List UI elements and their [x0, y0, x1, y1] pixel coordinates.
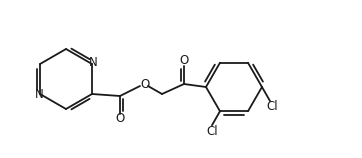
Text: Cl: Cl [266, 100, 278, 113]
Text: O: O [115, 112, 125, 125]
Text: Cl: Cl [206, 125, 218, 138]
Text: O: O [140, 78, 150, 91]
Text: O: O [179, 55, 189, 67]
Text: N: N [89, 57, 97, 70]
Text: N: N [35, 88, 43, 101]
